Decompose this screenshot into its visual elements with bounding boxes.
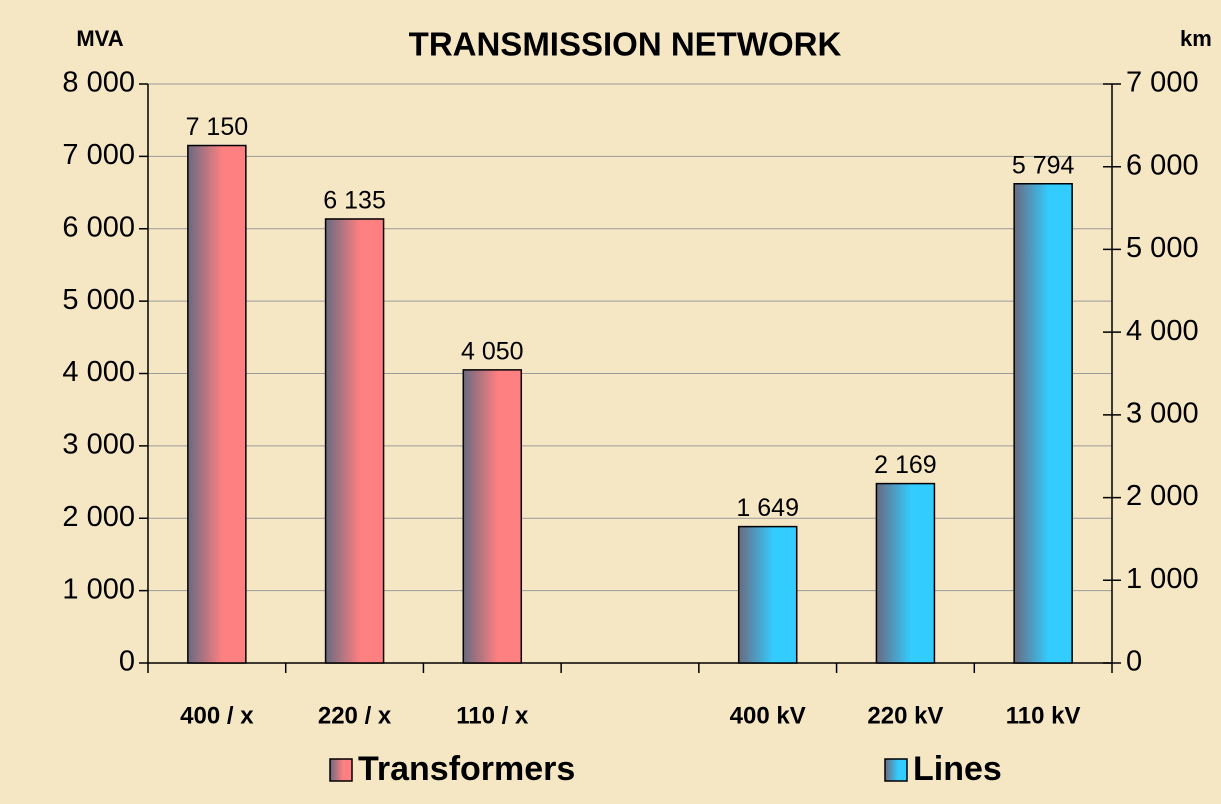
y2-tick-label: 6 000 <box>1126 149 1199 181</box>
y-tick-label: 1 000 <box>62 573 135 605</box>
y2-tick-label: 2 000 <box>1126 480 1199 512</box>
y-tick-label: 2 000 <box>62 501 135 533</box>
value-label: 5 794 <box>1012 151 1075 179</box>
x-tick-label: 400 kV <box>730 702 806 729</box>
x-tick-label: 220 kV <box>867 702 943 729</box>
bar <box>1013 183 1073 664</box>
value-label: 2 169 <box>874 451 937 479</box>
y2-tick-label: 1 000 <box>1126 563 1199 595</box>
y-tick-label: 3 000 <box>62 429 135 461</box>
legend-swatch <box>884 758 908 782</box>
bar <box>737 525 798 664</box>
legend-label: Transformers <box>358 750 575 788</box>
value-label: 6 135 <box>323 187 386 215</box>
legend-swatch <box>329 758 353 782</box>
x-tick-label: 220 / x <box>318 702 392 729</box>
y2-tick-label: 3 000 <box>1126 398 1199 430</box>
y-tick-label: 7 000 <box>62 139 135 171</box>
y-tick-label: 6 000 <box>62 211 135 243</box>
y-tick-label: 0 <box>119 646 135 678</box>
y2-tick-label: 7 000 <box>1126 67 1199 99</box>
bar <box>875 482 936 664</box>
value-label: 1 649 <box>736 494 799 522</box>
y2-tick-label: 5 000 <box>1126 232 1199 264</box>
value-label: 4 050 <box>461 337 524 365</box>
x-tick-label: 110 kV <box>1006 702 1081 729</box>
y-tick-label: 4 000 <box>62 356 135 388</box>
legend-label: Lines <box>913 750 1002 788</box>
value-label: 7 150 <box>186 113 249 141</box>
y2-axis-label: km <box>1180 26 1212 51</box>
y2-tick-label: 0 <box>1126 646 1142 678</box>
x-tick-label: 110 / x <box>456 702 529 729</box>
y-tick-label: 5 000 <box>62 284 135 316</box>
x-tick-label: 400 / x <box>180 702 254 729</box>
bar <box>462 369 523 664</box>
chart-title: TRANSMISSION NETWORK <box>409 26 842 63</box>
y2-tick-label: 4 000 <box>1126 315 1199 347</box>
bar <box>324 218 385 664</box>
y-tick-label: 8 000 <box>62 67 135 99</box>
y-axis-label: MVA <box>76 26 123 51</box>
bar <box>187 144 247 664</box>
